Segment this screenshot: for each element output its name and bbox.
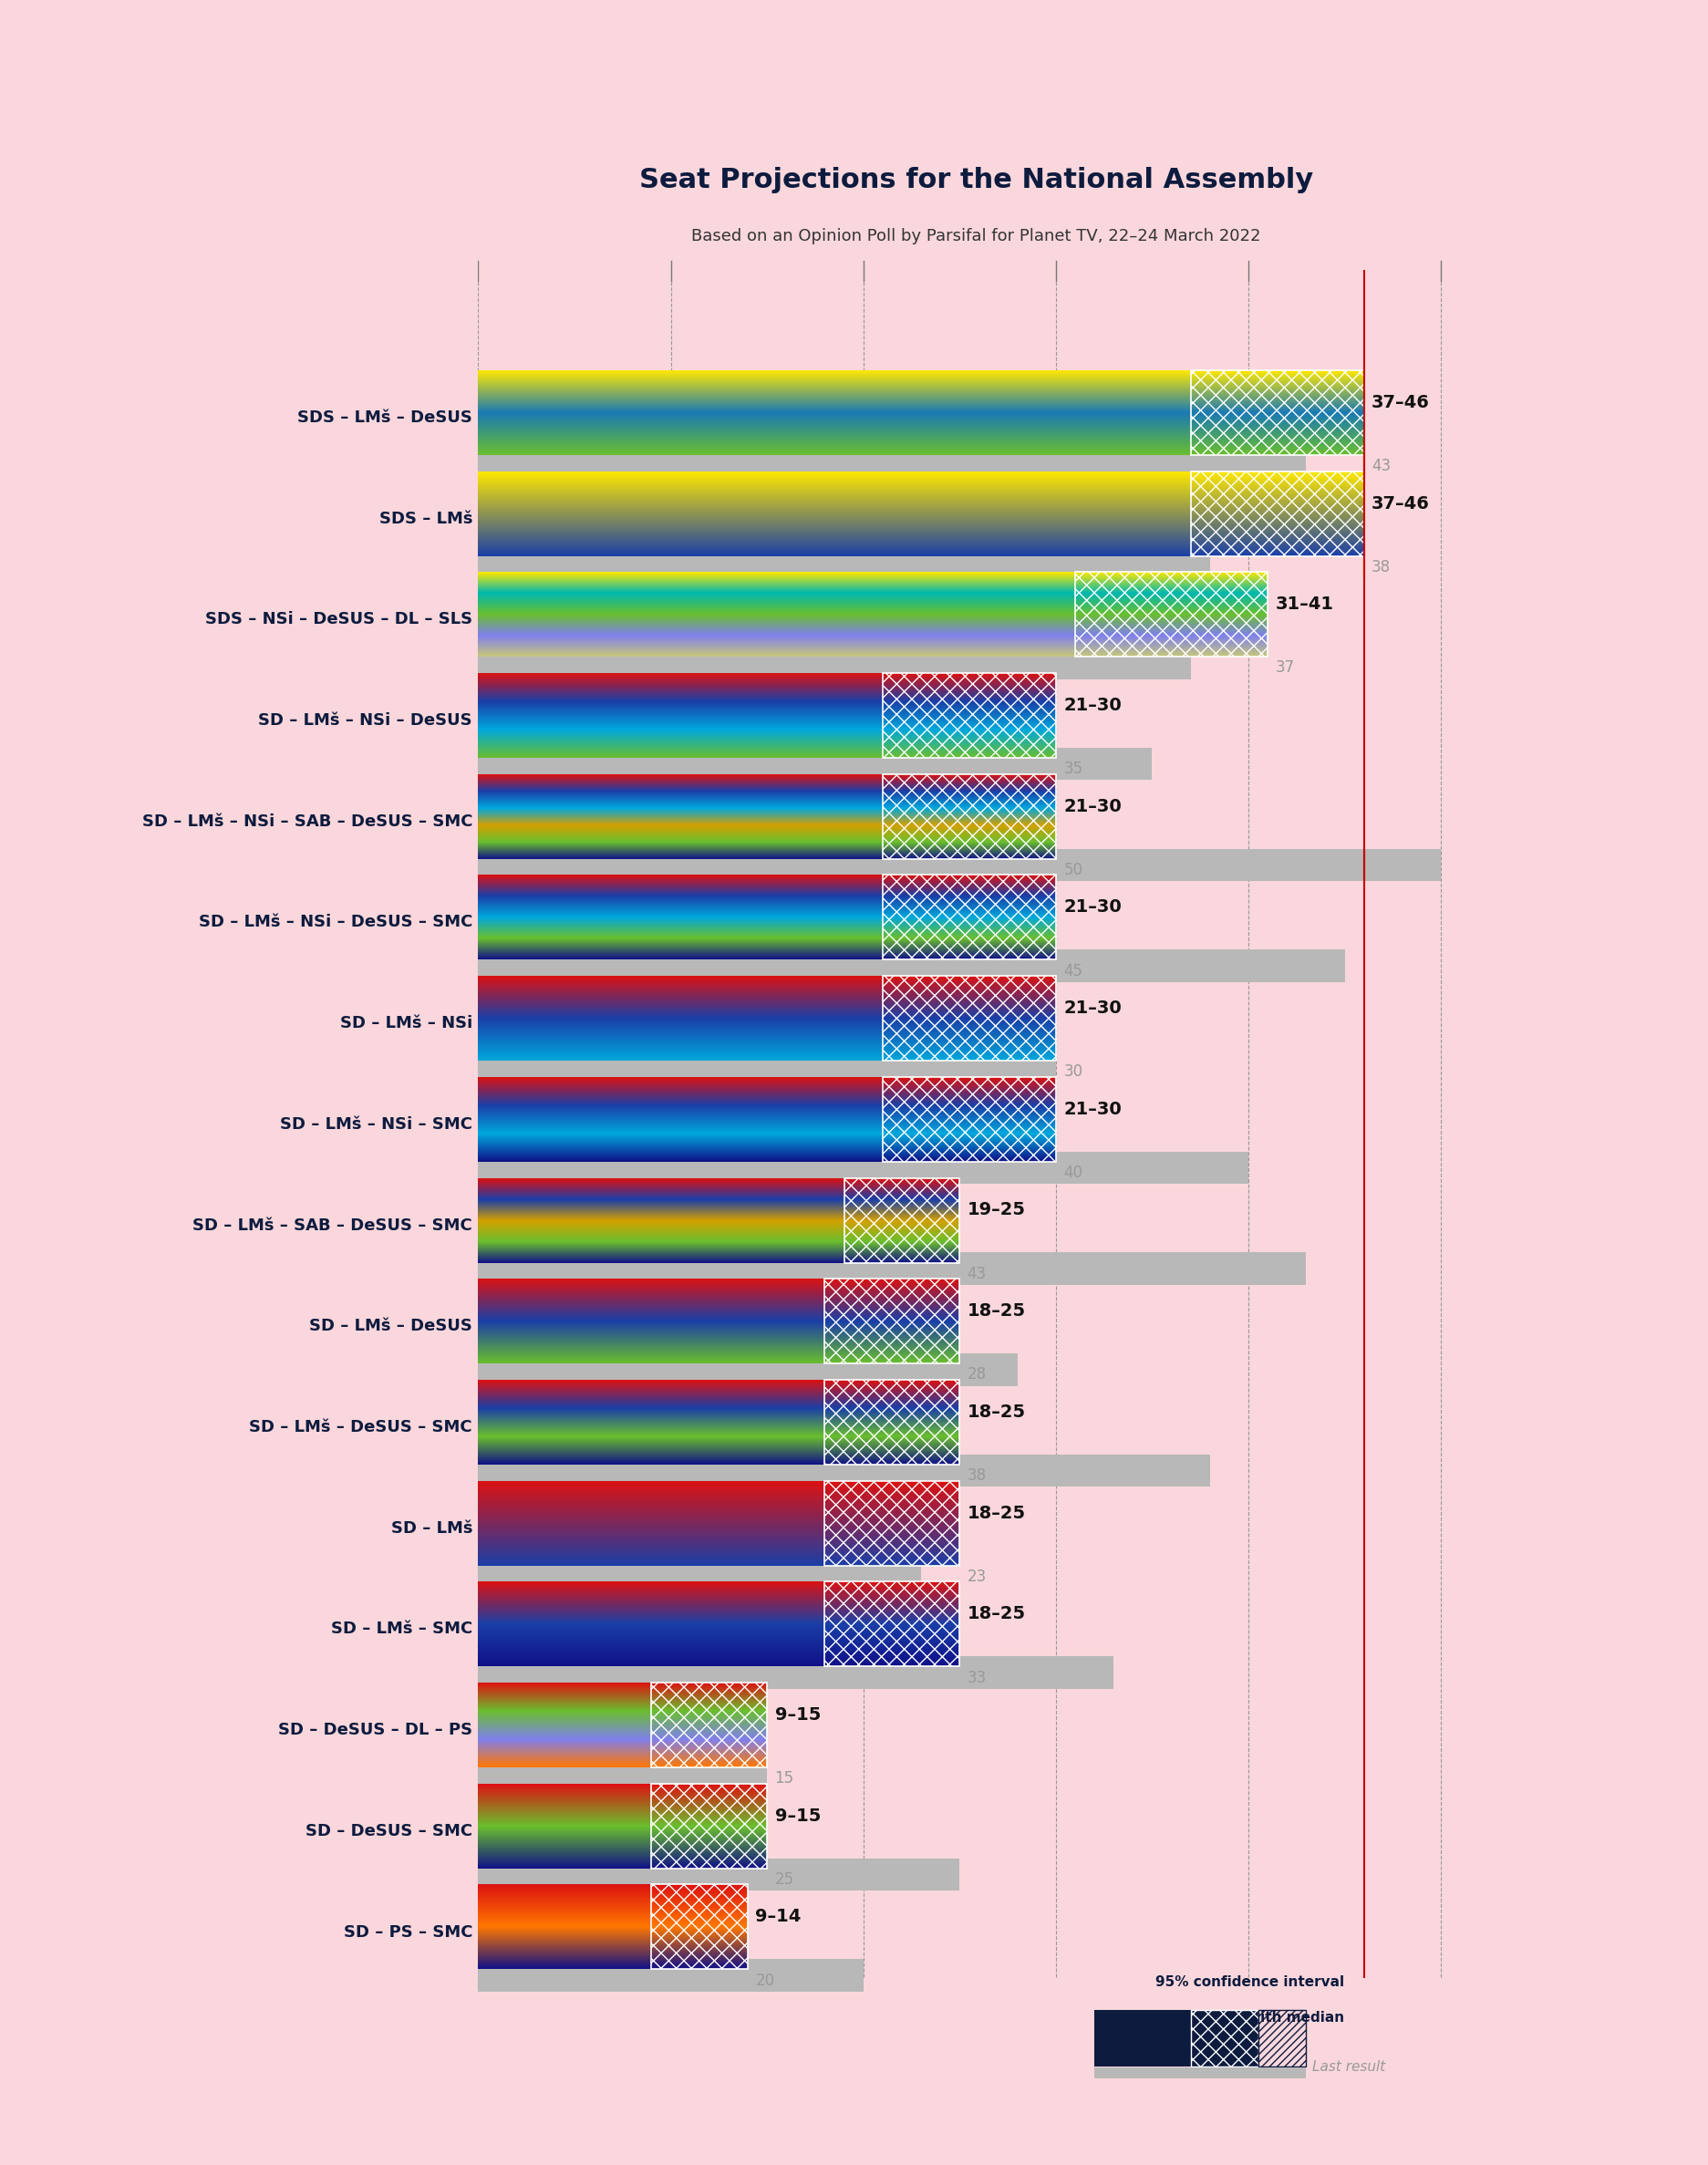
Text: 28: 28 [967,1366,987,1383]
Bar [883,775,1056,860]
Text: Based on an Opinion Poll by Parsifal for Planet TV, 22–24 March 2022: Based on an Opinion Poll by Parsifal for… [692,227,1261,245]
Text: 18–25: 18–25 [967,1403,1027,1420]
Bar [883,976,1056,1061]
Bar [825,1379,960,1464]
Bar [478,1254,1307,1284]
Bar [825,1280,960,1364]
Bar [478,647,1190,680]
Text: 38: 38 [1372,559,1390,576]
Text: 21–30: 21–30 [1064,797,1122,814]
Text: 25: 25 [775,1871,794,1888]
Text: 43: 43 [1372,457,1390,474]
Bar [883,1076,1056,1163]
Bar [478,1656,1114,1689]
Bar [478,1050,1056,1082]
Text: 23: 23 [967,1567,987,1585]
Text: Seat Projections for the National Assembly: Seat Projections for the National Assemb… [639,167,1313,193]
Text: 18–25: 18–25 [967,1303,1027,1321]
Text: SD – LMš: SD – LMš [391,1520,473,1537]
Text: 30: 30 [1064,1063,1083,1080]
Text: SD – LMš – DeSUS – SMC: SD – LMš – DeSUS – SMC [249,1418,473,1435]
Text: with median: with median [1249,2011,1344,2024]
Text: SD – LMš – NSi – SMC: SD – LMš – NSi – SMC [280,1117,473,1132]
Text: SD – LMš – DeSUS: SD – LMš – DeSUS [309,1318,473,1334]
Text: 9–14: 9–14 [755,1907,801,1925]
Text: SD – PS – SMC: SD – PS – SMC [343,1925,473,1940]
Text: SDS – LMš – DeSUS: SDS – LMš – DeSUS [297,409,473,427]
Bar [478,1959,863,1992]
Bar [478,1758,767,1790]
Text: SD – DeSUS – DL – PS: SD – DeSUS – DL – PS [278,1721,473,1738]
Text: 18–25: 18–25 [967,1604,1027,1622]
Bar [651,1682,767,1767]
Text: 20: 20 [755,1972,775,1990]
Bar [825,1583,960,1667]
Bar [478,950,1344,983]
Text: 38: 38 [967,1468,987,1483]
Bar [1095,2009,1190,2065]
Text: 9–15: 9–15 [775,1706,820,1723]
Bar [478,1554,921,1587]
Text: 33: 33 [967,1669,987,1687]
Text: 35: 35 [1064,760,1083,777]
Bar [825,1481,960,1565]
Text: 9–15: 9–15 [775,1808,820,1825]
Bar [651,1784,767,1868]
Bar [478,849,1442,881]
Text: 21–30: 21–30 [1064,697,1122,714]
Bar [883,673,1056,758]
Text: SD – LMš – SMC: SD – LMš – SMC [331,1622,473,1637]
Bar [1095,2068,1307,2096]
Bar [883,875,1056,959]
Text: 18–25: 18–25 [967,1505,1027,1522]
Bar [1074,572,1267,656]
Bar [478,1353,1018,1386]
Text: 21–30: 21–30 [1064,1000,1122,1018]
Text: 37–46: 37–46 [1372,496,1430,513]
Bar [478,747,1153,779]
Text: 21–30: 21–30 [1064,898,1122,916]
Bar [478,1455,1209,1487]
Text: SD – LMš – NSi: SD – LMš – NSi [340,1015,473,1031]
Text: SD – LMš – NSi – DeSUS – SMC: SD – LMš – NSi – DeSUS – SMC [198,914,473,931]
Text: 21–30: 21–30 [1064,1100,1122,1117]
Text: 19–25: 19–25 [967,1202,1025,1219]
Bar [651,1884,748,1970]
Text: SD – LMš – NSi – DeSUS: SD – LMš – NSi – DeSUS [258,712,473,730]
Text: 95% confidence interval: 95% confidence interval [1156,1977,1344,1990]
Text: 50: 50 [1064,862,1083,879]
Bar [478,1152,1249,1184]
Text: SD – DeSUS – SMC: SD – DeSUS – SMC [306,1823,473,1840]
Text: 15: 15 [775,1771,794,1786]
Bar [1259,2009,1307,2065]
Bar [1190,370,1365,455]
Bar [478,1858,960,1890]
Bar [1190,2009,1259,2065]
Text: 45: 45 [1064,963,1083,979]
Text: 37: 37 [1276,660,1295,675]
Text: SD – LMš – SAB – DeSUS – SMC: SD – LMš – SAB – DeSUS – SMC [193,1217,473,1234]
Bar [1190,472,1365,556]
Text: SD – LMš – NSi – SAB – DeSUS – SMC: SD – LMš – NSi – SAB – DeSUS – SMC [142,814,473,829]
Text: Last result: Last result [1312,2061,1385,2074]
Bar [478,444,1307,476]
Text: 43: 43 [967,1267,987,1282]
Bar [478,546,1209,578]
Text: 31–41: 31–41 [1276,595,1334,613]
Text: SDS – LMš: SDS – LMš [379,511,473,526]
Text: SDS – NSi – DeSUS – DL – SLS: SDS – NSi – DeSUS – DL – SLS [205,611,473,628]
Text: 40: 40 [1064,1165,1083,1182]
Bar [844,1178,960,1262]
Text: 37–46: 37–46 [1372,394,1430,411]
